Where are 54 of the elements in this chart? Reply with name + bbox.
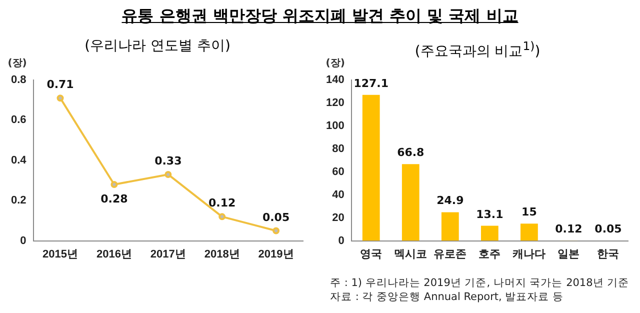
y-tick-label: 40 xyxy=(332,188,344,201)
y-tick-label: 100 xyxy=(326,120,344,132)
y-tick-label: 60 xyxy=(332,166,344,178)
x-tick-label: 2016년 xyxy=(96,248,132,260)
x-tick-label: 2019년 xyxy=(258,248,294,260)
bar xyxy=(402,164,420,241)
y-axis-title: (장) xyxy=(326,58,345,69)
y-tick-label: 0.6 xyxy=(10,114,26,126)
x-tick-label: 2015년 xyxy=(42,248,78,260)
y-tick-label: 120 xyxy=(326,97,344,110)
point xyxy=(56,94,64,102)
chart-title: 유통 은행권 백만장당 위조지폐 발견 추이 및 국제 비교 xyxy=(120,6,520,27)
y-tick-label: 20 xyxy=(332,212,344,224)
y-tick-label: 0.2 xyxy=(10,194,26,207)
x-tick-label: 영국 xyxy=(360,248,382,260)
data-label: 0.05 xyxy=(594,222,622,236)
x-tick-label: 호주 xyxy=(478,248,501,260)
x-tick-label: 한국 xyxy=(597,248,620,260)
data-label: 0.05 xyxy=(262,210,290,224)
data-label: 24.9 xyxy=(436,194,464,208)
text: 주 : 1) 우리나라는 2019년 기준, 나머지 국가는 2018년 기준 xyxy=(330,277,630,289)
text: 자료 : 각 중앙은행 Annual Report, 발표자료 등 xyxy=(330,291,564,303)
bar xyxy=(441,212,459,241)
data-label: 15 xyxy=(522,206,537,219)
x-tick-label: 2018년 xyxy=(204,248,240,260)
y-axis-title: (장) xyxy=(8,58,27,69)
y-tick-label: 140 xyxy=(326,74,344,86)
bar xyxy=(362,94,380,241)
data-label: 13.1 xyxy=(476,208,504,221)
point xyxy=(272,227,280,234)
chart-subtitle: (우리나라 연도별 추이) xyxy=(84,37,232,56)
data-label: 0.28 xyxy=(100,192,128,206)
point xyxy=(110,181,118,188)
data-label: 127.1 xyxy=(354,76,389,90)
bar xyxy=(480,226,498,241)
x-tick-label: 일본 xyxy=(558,248,580,260)
data-label: 0.71 xyxy=(46,78,74,92)
chart-subtitle: (주요국과의 비교$^{1)}$) xyxy=(414,38,542,60)
y-tick-label: 0.8 xyxy=(10,74,26,86)
x-tick-label: 2017년 xyxy=(150,248,186,260)
data-label: 66.8 xyxy=(397,146,424,160)
x-tick-label: 멕시코 xyxy=(394,248,428,260)
x-tick-label: 캐나다 xyxy=(512,248,546,260)
point xyxy=(164,170,172,178)
data-label: 0.12 xyxy=(208,196,236,210)
data-label: 0.12 xyxy=(555,222,582,236)
y-tick-label: 80 xyxy=(332,142,344,155)
y-tick-label: 0 xyxy=(338,234,344,247)
point xyxy=(218,213,226,220)
data-label: 0.33 xyxy=(154,154,182,168)
bar xyxy=(520,224,538,241)
y-tick-label: 0.4 xyxy=(10,154,28,166)
x-tick-label: 유로존 xyxy=(434,248,467,260)
y-tick-label: 0 xyxy=(20,234,26,247)
